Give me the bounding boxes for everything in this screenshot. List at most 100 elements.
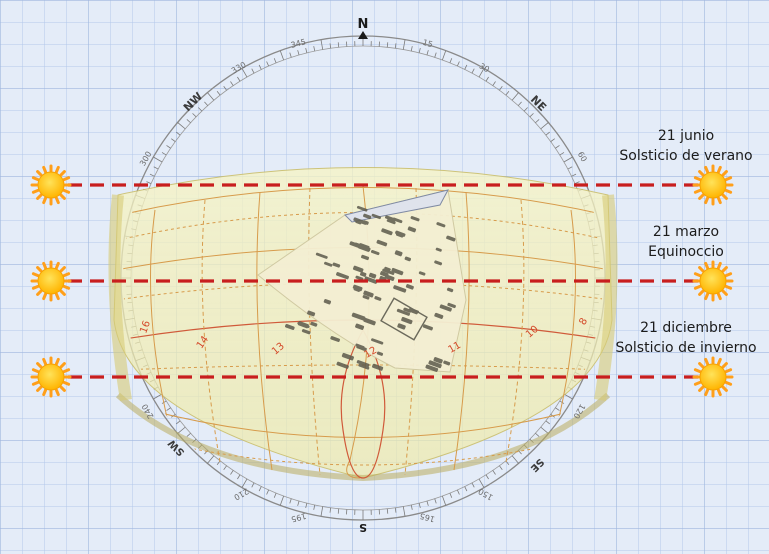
north-arrow-icon — [358, 31, 368, 39]
compass-tick — [426, 50, 429, 56]
compass-tick — [456, 489, 460, 495]
compass-tick — [237, 76, 241, 82]
building-block — [358, 363, 370, 370]
compass-tick — [410, 504, 413, 510]
building-block — [370, 249, 380, 256]
compass-tick — [523, 107, 528, 112]
compass-tick — [394, 43, 397, 49]
hour-label: 8 — [577, 316, 590, 327]
compass-south-label: S — [359, 521, 367, 534]
building-block — [391, 267, 404, 276]
compass-tick — [555, 145, 560, 149]
compass-tick — [555, 407, 560, 411]
building-block — [363, 290, 374, 298]
compass-tick — [511, 92, 519, 101]
building-block — [410, 216, 420, 222]
compass-tick — [492, 81, 496, 86]
building-block — [393, 285, 407, 293]
building-block — [433, 357, 443, 364]
march-date-label: 21 marzo — [652, 224, 720, 240]
building-block — [332, 262, 341, 268]
building-block — [371, 338, 384, 345]
compass-tick — [153, 156, 163, 163]
building-block — [336, 272, 349, 280]
compass-tick — [485, 76, 489, 82]
building-block — [336, 361, 349, 369]
compass-tick — [386, 508, 389, 514]
building-block — [301, 328, 311, 335]
building-block — [363, 317, 376, 326]
compass-tick — [313, 46, 316, 52]
compass-tick — [241, 68, 248, 78]
compass-tick — [478, 478, 485, 488]
compass-tick — [449, 492, 453, 498]
building-block — [405, 284, 414, 290]
building-block — [360, 271, 367, 277]
compass-tick — [471, 68, 475, 74]
compass-tick — [175, 131, 181, 136]
compass-tick — [273, 58, 277, 64]
building-block — [356, 360, 370, 367]
compass-tick — [535, 432, 540, 437]
compass-tick — [441, 495, 447, 506]
compass-tick — [434, 52, 437, 58]
sun-icon — [692, 260, 734, 302]
building-block — [385, 215, 396, 222]
compass-tick — [505, 90, 510, 96]
building-block — [446, 235, 456, 242]
building-block — [374, 296, 382, 301]
hour-label: 16 — [138, 319, 153, 335]
building-block — [434, 260, 443, 266]
march-event-label: Equinoccio — [648, 244, 724, 260]
building-block — [352, 265, 364, 273]
compass-north-label: N — [358, 17, 369, 32]
compass-tick — [279, 495, 285, 506]
building-block — [364, 276, 378, 284]
compass-tick — [251, 482, 255, 488]
compass-tick — [418, 503, 421, 509]
building-block — [395, 232, 404, 238]
compass-tick — [386, 42, 389, 48]
compass-tick — [186, 119, 191, 124]
compass-tick — [153, 166, 159, 170]
compass-tick — [177, 122, 186, 130]
december-solstice-annotation: 21 diciembre Solsticio de invierno — [606, 318, 766, 358]
sun-icon — [30, 164, 72, 206]
building-block — [403, 307, 412, 313]
compass-tick — [207, 92, 215, 101]
compass-tick — [171, 138, 176, 142]
compass-tick — [540, 426, 549, 434]
compass-tick — [258, 486, 262, 492]
degree-mark: 345 — [290, 37, 307, 50]
compass-tick — [550, 138, 555, 142]
compass-tick — [320, 506, 324, 517]
compass-tick — [464, 64, 468, 70]
building-block — [362, 220, 369, 225]
compass-tick — [305, 47, 308, 53]
compass-tick — [297, 50, 300, 56]
compass-tick — [279, 50, 285, 61]
building-block — [323, 299, 332, 305]
compass-tick — [511, 455, 519, 464]
compass-tick — [563, 156, 573, 163]
building-block — [447, 302, 456, 309]
compass-tick — [186, 432, 191, 437]
building-block — [355, 275, 364, 281]
building-block — [376, 351, 384, 356]
compass-tick — [230, 81, 234, 86]
compass-tick — [449, 58, 453, 64]
december-event-label: Solsticio de invierno — [615, 340, 757, 356]
compass-tick — [410, 46, 413, 52]
building-block — [297, 321, 309, 329]
building-block — [356, 205, 368, 212]
compass-tick — [529, 113, 534, 118]
building-block — [428, 360, 442, 369]
sun-icon — [30, 356, 72, 398]
compass-tick — [441, 50, 447, 61]
compass-tick — [177, 426, 186, 434]
building-block — [310, 321, 318, 327]
compass-tick — [545, 131, 551, 136]
compass-tick — [175, 420, 181, 425]
